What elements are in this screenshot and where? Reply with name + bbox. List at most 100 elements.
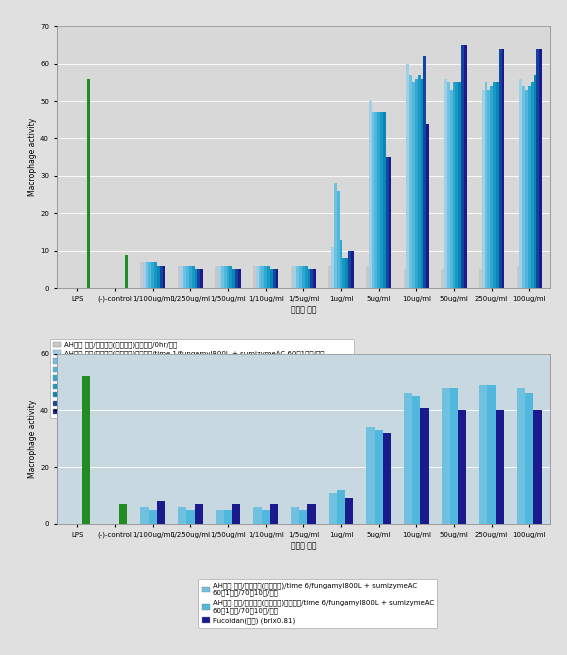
Bar (496, 83, 499, 288)
Bar (215, 510, 224, 524)
Bar (458, 411, 467, 524)
Bar (192, 266, 194, 288)
Y-axis label: Macrophage activity: Macrophage activity (28, 118, 37, 196)
Bar (299, 510, 307, 524)
Bar (125, 255, 128, 288)
Bar (479, 385, 488, 524)
Bar (294, 266, 297, 288)
X-axis label: 고형분 농도: 고형분 농도 (291, 541, 316, 550)
Bar (267, 266, 270, 288)
Bar (87, 79, 90, 288)
Bar (539, 48, 542, 288)
Bar (140, 262, 143, 288)
Bar (345, 258, 348, 288)
Bar (522, 86, 525, 288)
Bar (313, 269, 316, 288)
Bar (218, 266, 221, 288)
Bar (163, 266, 166, 288)
Bar (183, 266, 186, 288)
Bar (479, 269, 482, 288)
Bar (499, 48, 501, 288)
Bar (531, 83, 534, 288)
Bar (424, 56, 426, 288)
Bar (186, 510, 194, 524)
Bar (421, 79, 424, 288)
Bar (232, 269, 235, 288)
Legend: AH능장 수수/발아수수(표고균사)/time 6/fungamyl800L + sumizymeAC
60도1시간/70도10분/분말, AH능장 수수/발아: AH능장 수수/발아수수(표고균사)/time 6/fungamyl800L +… (198, 578, 438, 627)
Bar (331, 247, 334, 288)
Bar (297, 266, 299, 288)
Bar (415, 79, 418, 288)
Bar (253, 266, 256, 288)
Bar (450, 90, 452, 288)
Bar (444, 79, 447, 288)
Bar (517, 266, 519, 288)
Bar (194, 504, 203, 524)
Bar (334, 183, 337, 288)
Bar (259, 266, 261, 288)
Bar (488, 385, 496, 524)
Bar (371, 112, 374, 288)
Bar (388, 157, 391, 288)
Bar (270, 504, 278, 524)
Bar (450, 388, 458, 524)
Bar (310, 269, 313, 288)
Bar (194, 269, 197, 288)
Bar (517, 388, 525, 524)
Bar (461, 45, 464, 288)
Bar (160, 266, 163, 288)
Bar (485, 83, 488, 288)
Bar (197, 269, 200, 288)
Bar (151, 262, 154, 288)
Bar (307, 269, 310, 288)
Bar (458, 83, 461, 288)
Bar (519, 79, 522, 288)
Bar (383, 433, 391, 524)
Bar (307, 504, 316, 524)
Bar (351, 251, 354, 288)
Bar (337, 191, 340, 288)
Bar (407, 64, 409, 288)
Bar (238, 269, 241, 288)
Bar (178, 507, 186, 524)
Bar (525, 90, 528, 288)
Y-axis label: Macrophage activity: Macrophage activity (28, 400, 37, 478)
Bar (525, 394, 534, 524)
Bar (304, 266, 307, 288)
Bar (328, 266, 331, 288)
Bar (528, 86, 531, 288)
Bar (270, 269, 273, 288)
Bar (490, 86, 493, 288)
Bar (374, 112, 377, 288)
Bar (366, 428, 375, 524)
Bar (412, 83, 415, 288)
Bar (348, 251, 351, 288)
Bar (386, 157, 388, 288)
Bar (501, 48, 504, 288)
Bar (215, 266, 218, 288)
Bar (302, 266, 304, 288)
Bar (256, 266, 259, 288)
Bar (452, 83, 455, 288)
Bar (375, 430, 383, 524)
Bar (404, 269, 407, 288)
Bar (496, 411, 504, 524)
Bar (441, 269, 444, 288)
Bar (154, 262, 157, 288)
Bar (369, 101, 371, 288)
Bar (140, 507, 149, 524)
Bar (261, 266, 264, 288)
Bar (493, 83, 496, 288)
Bar (149, 510, 157, 524)
Bar (328, 493, 337, 524)
Bar (227, 266, 230, 288)
Bar (200, 269, 203, 288)
Bar (253, 507, 261, 524)
Bar (232, 504, 240, 524)
Bar (426, 124, 429, 288)
Bar (337, 490, 345, 524)
Bar (534, 75, 536, 288)
Bar (82, 377, 90, 524)
Bar (186, 266, 189, 288)
Bar (291, 266, 294, 288)
